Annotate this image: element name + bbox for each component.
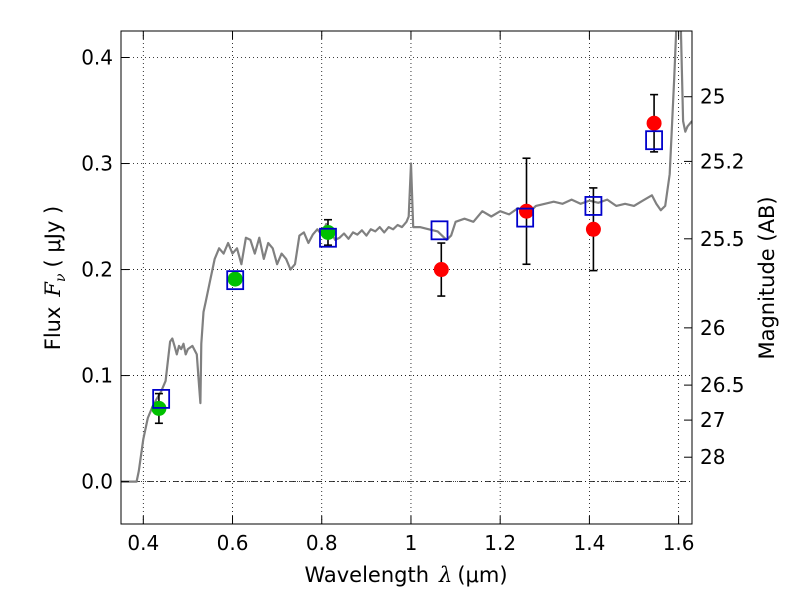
green-data-point [320,224,336,240]
model-square [319,227,337,248]
model-spectrum [121,31,692,483]
y-tick-label: 0.1 [81,364,113,388]
mag-tick-label: 25 [700,85,725,109]
axis-ticks [121,31,692,524]
y-tick-label: 0.4 [81,46,113,70]
x-tick-label: 0.4 [127,531,159,555]
red-data-point [518,203,534,219]
red-data-point [646,115,662,131]
model-square [152,388,171,409]
mag-tick-label: 26.5 [700,373,745,397]
x-tick-label: 1.4 [573,531,605,555]
model-spectrum-line [121,31,692,483]
model-square [226,270,245,291]
y-axis-label-right: Magnitude (AB) [755,196,779,359]
model-square [584,196,603,216]
x-tick-label: 0.8 [306,531,338,555]
y-tick-label: 0.3 [81,152,113,176]
x-tick-label: 1 [405,531,418,555]
y-axis-label-left: FluxFν( μJy ) [41,206,69,350]
mag-tick-label: 26 [700,316,725,340]
model-square [430,220,449,241]
green-data-point [227,271,243,287]
plot-frame [120,30,693,525]
tick-labels: 0.4 0.6 0.8 1 1.2 1.4 1.6 0.0 0.1 0.2 0.3 0.4 25 25.2… [81,46,744,555]
model-square [516,207,535,228]
x-axis-label: Wavelength λ (μm) [304,563,507,587]
mag-tick-label: 25.5 [700,227,745,251]
x-tick-label: 1.6 [663,531,695,555]
mag-tick-label: 27 [700,408,725,432]
red-data-point [433,262,449,278]
mag-tick-label: 25.2 [700,149,745,173]
mag-tick-label: 28 [700,445,725,469]
x-tick-label: 0.6 [217,531,249,555]
y-tick-label: 0.2 [81,258,113,282]
model-squares [152,130,663,409]
red-data-point [585,221,601,237]
y-tick-label: 0.0 [81,470,113,494]
x-tick-label: 1.2 [484,531,516,555]
model-square [645,130,663,151]
